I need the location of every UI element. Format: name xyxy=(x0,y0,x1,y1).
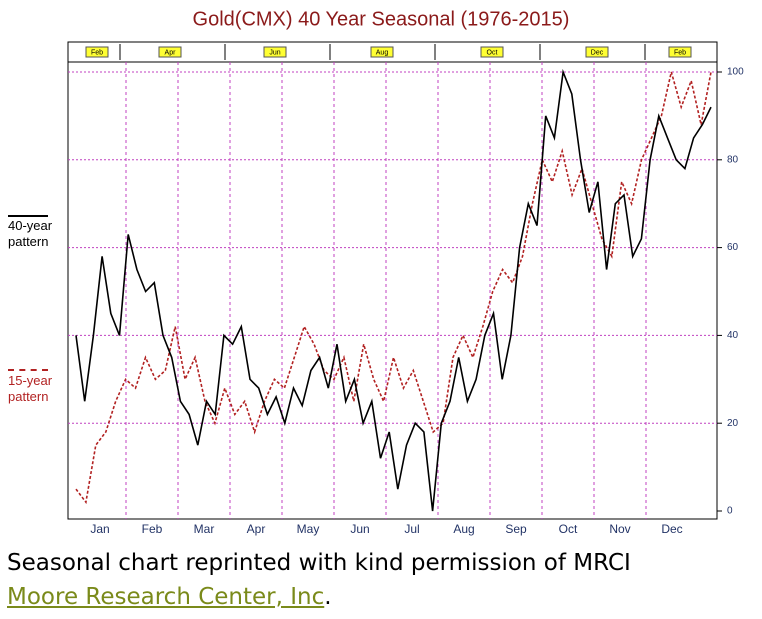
legend-label: 15-year pattern xyxy=(8,373,53,404)
band-label-box xyxy=(585,46,609,58)
chart: Gold(CMX) 40 Year Seasonal (1976-2015) 0… xyxy=(67,8,744,536)
band-label: Dec xyxy=(591,49,604,56)
x-tick-label: Nov xyxy=(609,522,630,536)
x-tick-label: Oct xyxy=(559,522,578,536)
legend-swatch xyxy=(8,369,48,371)
x-tick-label: Mar xyxy=(194,522,215,536)
x-tick-label: Aug xyxy=(453,522,474,536)
x-tick-label: Sep xyxy=(505,522,527,536)
band-label: Jun xyxy=(269,49,280,56)
band-label-box xyxy=(85,46,109,58)
series-line xyxy=(75,71,712,505)
x-tick-label: Dec xyxy=(661,522,682,536)
x-tick-label: May xyxy=(297,522,320,536)
band-label: Oct xyxy=(487,49,498,56)
caption: Seasonal chart reprinted with kind permi… xyxy=(7,550,631,576)
band-label-box xyxy=(668,46,692,58)
y-tick-label: 20 xyxy=(727,418,739,429)
legend-label: 40-year pattern xyxy=(8,218,53,249)
legend-swatch xyxy=(8,215,48,217)
band-label-box xyxy=(158,46,182,58)
x-tick-label: Feb xyxy=(142,522,163,536)
x-tick-label: Jun xyxy=(350,522,369,536)
band-label-box xyxy=(370,46,394,58)
band-label-box xyxy=(263,46,287,58)
caption-line: Moore Research Center, Inc. xyxy=(7,584,332,610)
band-label: Feb xyxy=(674,49,686,56)
band-label: Aug xyxy=(376,49,389,56)
y-tick-label: 60 xyxy=(727,242,739,253)
x-tick-label: Jan xyxy=(90,522,109,536)
link[interactable]: Moore Research Center, Inc xyxy=(7,584,325,610)
y-tick-label: 40 xyxy=(727,330,739,341)
band-label-box xyxy=(480,46,504,58)
series-line xyxy=(75,68,712,512)
x-tick-label: Apr xyxy=(247,522,266,536)
y-tick-label: 0 xyxy=(727,506,733,517)
x-tick-label: Jul xyxy=(404,522,419,536)
plot-frame xyxy=(67,41,718,520)
chart-title: Gold(CMX) 40 Year Seasonal (1976-2015) xyxy=(193,8,570,30)
caption-suffix: . xyxy=(324,584,332,610)
y-tick-label: 80 xyxy=(727,154,739,165)
y-tick-label: 100 xyxy=(727,67,744,78)
band-label: Apr xyxy=(165,49,177,56)
band-label: Feb xyxy=(91,49,103,56)
